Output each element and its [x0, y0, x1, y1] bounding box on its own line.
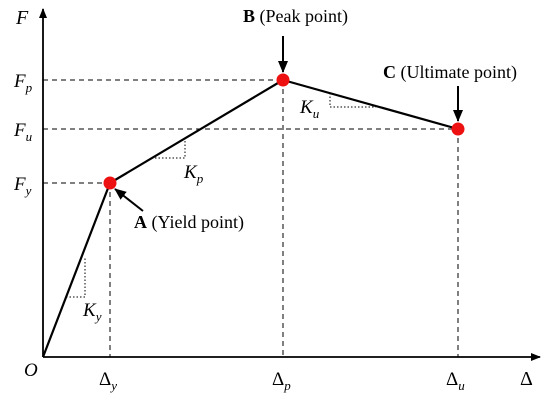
- x-tick-dp: Δp: [272, 369, 291, 393]
- point-b-label: B (Peak point): [243, 6, 348, 27]
- x-axis-label: Δ: [520, 368, 533, 390]
- stiffness-label-ku: Ku: [299, 97, 320, 121]
- point-c-ultimate-marker: [451, 122, 465, 136]
- slope-triangle-ky: [66, 258, 86, 298]
- point-a-label: A (Yield point): [134, 212, 244, 233]
- stiffness-label-ky: Ky: [82, 300, 102, 324]
- slope-triangle-kp: [155, 141, 186, 159]
- y-tick-fu: Fu: [13, 120, 33, 144]
- stiffness-label-kp: Kp: [183, 162, 204, 186]
- backbone-curve: [41, 78, 459, 358]
- origin-label: O: [24, 360, 38, 381]
- pointer-arrow-a: [114, 188, 144, 212]
- y-tick-fp: Fp: [13, 71, 33, 95]
- y-tick-fy: Fy: [13, 174, 32, 198]
- point-c-label: C (Ultimate point): [383, 62, 517, 83]
- x-tick-dy: Δy: [99, 369, 117, 393]
- point-b-peak-marker: [276, 73, 290, 87]
- point-a-yield-marker: [103, 176, 117, 190]
- slope-triangle-ku: [329, 93, 376, 108]
- x-tick-du: Δu: [446, 369, 465, 393]
- y-axis-label: F: [15, 7, 29, 29]
